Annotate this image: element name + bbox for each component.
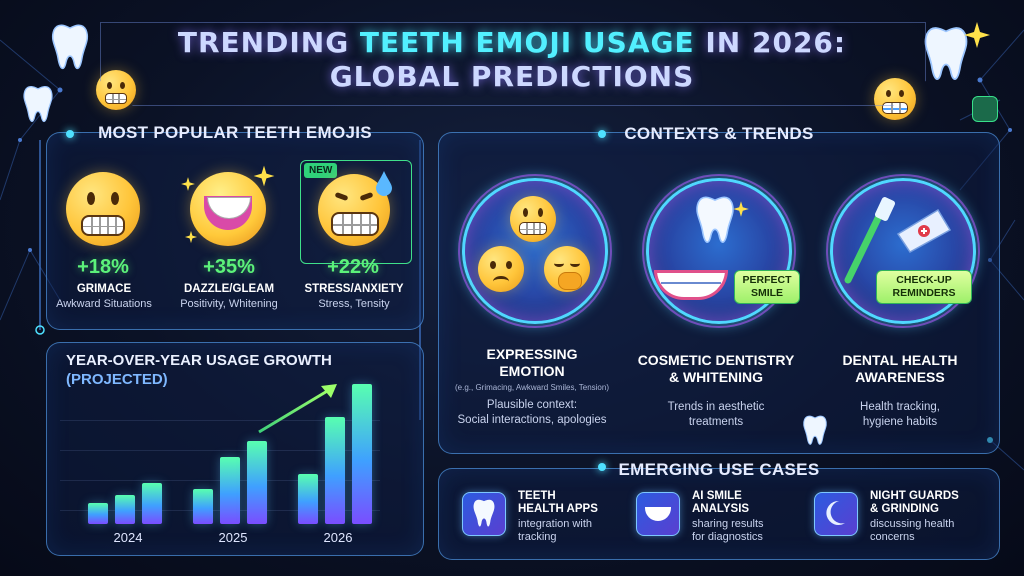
grimace-growth: +18% bbox=[77, 256, 129, 278]
tooth-icon bbox=[51, 24, 89, 70]
emerging-heading: EMERGING USE CASES bbox=[618, 460, 820, 479]
hand-over-mouth-emoji-icon bbox=[544, 246, 590, 292]
dazzle-emoji-icon bbox=[190, 172, 266, 246]
x-tick-label: 2026 bbox=[323, 530, 353, 545]
grid-line bbox=[60, 420, 380, 421]
stress-label: STRESS/ANXIETY bbox=[304, 283, 404, 295]
use-case-title: AI SMILE ANALYSIS bbox=[692, 490, 750, 515]
dazzle-desc: Positivity, Whitening bbox=[180, 298, 278, 310]
cosmetic-title: COSMETIC DENTISTRY & WHITENING bbox=[637, 352, 795, 385]
sparkle-icon bbox=[184, 230, 198, 244]
growth-arrow-icon bbox=[258, 384, 337, 434]
new-badge: NEW bbox=[304, 163, 338, 178]
night-guard-icon bbox=[814, 492, 858, 536]
braces-emoji-icon bbox=[874, 78, 916, 120]
emotion-desc: Plausible context: Social interactions, a… bbox=[457, 399, 607, 426]
tooth-icon bbox=[924, 27, 968, 80]
popular-emojis-heading: MOST POPULAR TEETH EMOJIS bbox=[98, 123, 372, 142]
bar-2025-3 bbox=[247, 441, 267, 524]
grimace-emoji-icon bbox=[96, 70, 136, 110]
bar-2024-3 bbox=[142, 482, 162, 524]
x-tick-label: 2025 bbox=[218, 530, 248, 545]
cosmetic-desc: Trends in aesthetic treatments bbox=[667, 401, 765, 428]
bar-2026-1 bbox=[298, 473, 318, 524]
tooth-icon bbox=[696, 196, 734, 243]
panel-dot bbox=[598, 463, 606, 471]
bar-2024-2 bbox=[115, 494, 135, 524]
grimace-emoji-icon bbox=[66, 172, 140, 246]
sparkle-icon bbox=[181, 177, 195, 191]
grimace-emoji-icon bbox=[510, 196, 556, 242]
sparkle-icon bbox=[964, 22, 990, 48]
use-case-desc: integration with tracking bbox=[518, 518, 592, 543]
dazzle-label: DAZZLE/GLEAM bbox=[183, 283, 275, 295]
sad-emoji-icon bbox=[478, 246, 524, 292]
contexts-heading: CONTEXTS & TRENDS bbox=[624, 124, 814, 143]
panel-dot bbox=[598, 130, 606, 138]
use-case-desc: discussing health concerns bbox=[870, 518, 955, 543]
use-case-title: TEETH HEALTH APPS bbox=[518, 490, 598, 515]
app-logo-icon bbox=[972, 96, 998, 122]
emotion-examples: (e.g., Grimacing, Awkward Smiles, Tensio… bbox=[455, 383, 609, 392]
grimace-desc: Awkward Situations bbox=[56, 298, 152, 310]
sweat-drop-icon bbox=[376, 171, 392, 196]
x-tick-label: 2024 bbox=[113, 530, 143, 545]
grimace-label: GRIMACE bbox=[76, 283, 132, 295]
tooth-icon bbox=[462, 492, 506, 536]
dazzle-growth: +35% bbox=[203, 256, 255, 278]
bar-2026-2 bbox=[325, 416, 345, 524]
new-highlight-box bbox=[300, 160, 412, 264]
sparkle-icon bbox=[733, 201, 749, 217]
page-title: TRENDING TEETH EMOJI USAGE IN 2026: GLOB… bbox=[177, 26, 847, 93]
smile-scan-icon bbox=[636, 492, 680, 536]
bar-2025-1 bbox=[193, 489, 213, 524]
bar-2025-2 bbox=[220, 456, 240, 524]
title-frame bbox=[100, 22, 926, 106]
toothpaste-icon bbox=[896, 208, 952, 253]
stress-growth: +22% bbox=[327, 256, 379, 278]
bar-2026-3 bbox=[352, 384, 372, 524]
tooth-icon bbox=[803, 415, 827, 445]
toothbrush-icon bbox=[844, 197, 896, 284]
bar-2024-1 bbox=[88, 503, 108, 524]
health-title: DENTAL HEALTH AWARENESS bbox=[842, 352, 958, 385]
chart-title: YEAR-OVER-YEAR USAGE GROWTH bbox=[66, 352, 332, 369]
grid-line bbox=[60, 450, 380, 451]
braces-teeth-icon bbox=[654, 270, 728, 300]
chart-subtitle: (PROJECTED) bbox=[66, 371, 168, 388]
emerging-panel: EMERGING USE CASES bbox=[438, 460, 1000, 560]
use-case-desc: sharing results for diagnostics bbox=[692, 518, 764, 543]
emotion-title: EXPRESSING EMOTION bbox=[486, 346, 578, 379]
tooth-icon bbox=[23, 86, 53, 122]
panel-dot bbox=[66, 130, 74, 138]
sparkle-icon bbox=[253, 165, 275, 187]
perfect-smile-label: PERFECT SMILE bbox=[734, 270, 800, 304]
checkup-reminders-label: CHECK-UP REMINDERS bbox=[876, 270, 972, 304]
stress-desc: Stress, Tensity bbox=[318, 298, 390, 310]
health-desc: Health tracking, hygiene habits bbox=[860, 401, 940, 428]
use-case-title: NIGHT GUARDS & GRINDING bbox=[870, 490, 959, 515]
